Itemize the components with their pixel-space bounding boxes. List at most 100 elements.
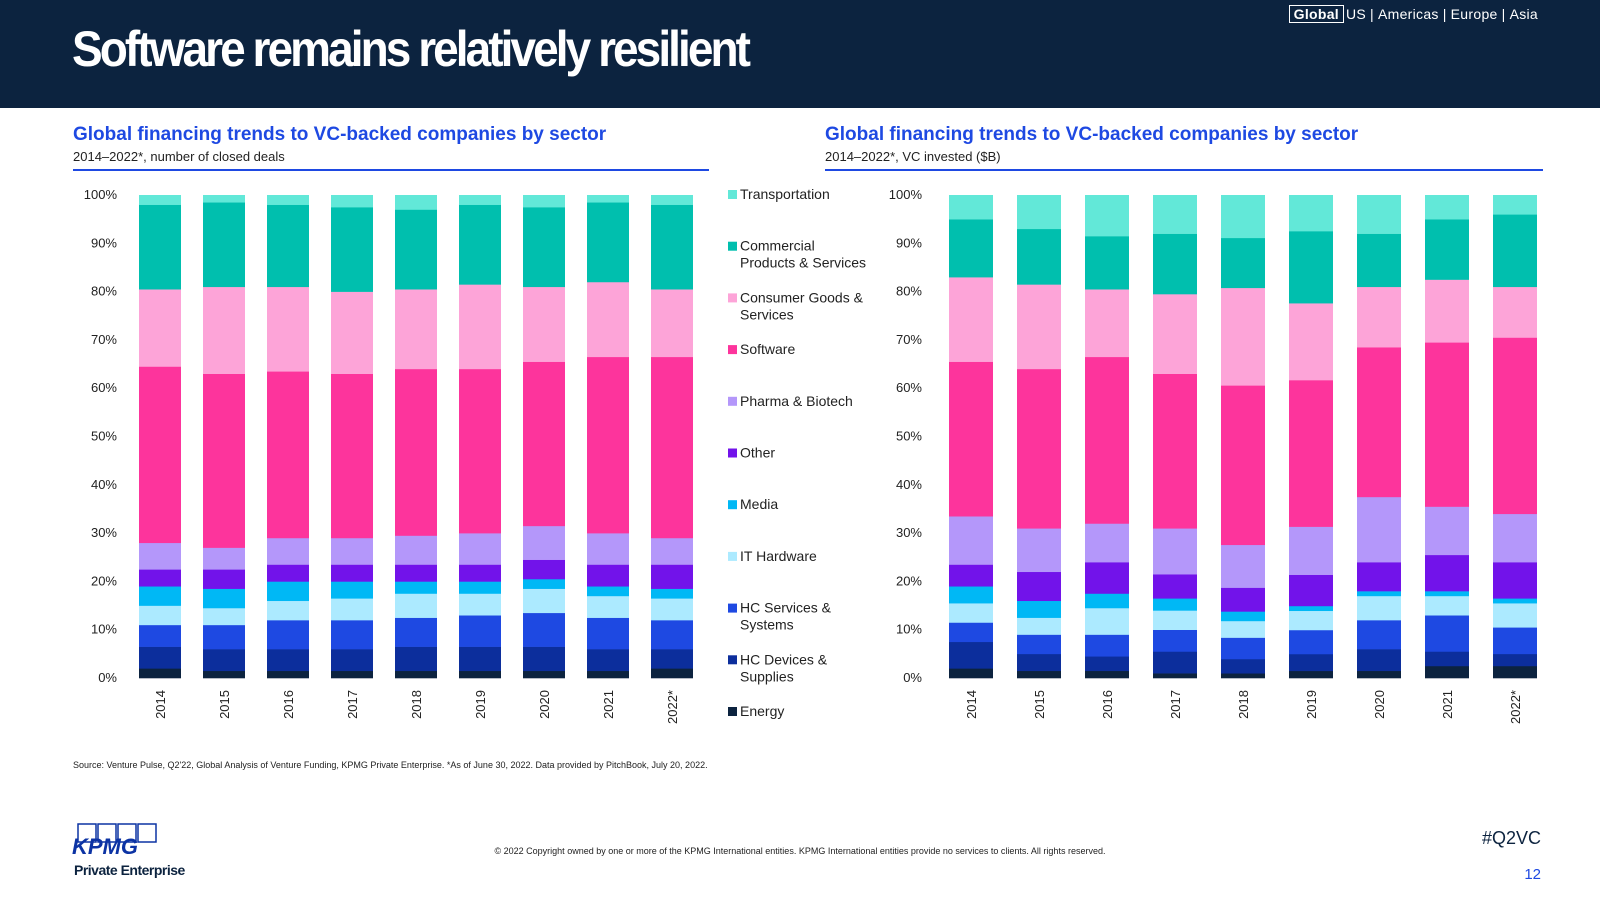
left-ytick-label: 10% xyxy=(91,622,117,637)
right-ytick-label: 10% xyxy=(896,622,922,637)
right-ytick-label: 50% xyxy=(896,429,922,444)
left-bar-segment xyxy=(203,569,245,589)
left-bar-segment xyxy=(651,204,693,290)
legend-swatch xyxy=(728,293,737,303)
right-ytick-label: 60% xyxy=(896,380,922,395)
right-bar-segment xyxy=(1153,528,1197,575)
left-bar-segment xyxy=(459,564,501,582)
kpmg-logo-icon: KPMG xyxy=(72,823,157,859)
right-ytick-label: 40% xyxy=(896,477,922,492)
left-bar-segment xyxy=(139,204,181,290)
right-xtick-label: 2022* xyxy=(1508,690,1523,724)
right-bar-segment xyxy=(1493,603,1537,628)
left-bar-segment xyxy=(651,537,693,565)
legend-label: Software xyxy=(740,341,795,357)
right-bar-segment xyxy=(1153,233,1197,295)
right-ytick-label: 30% xyxy=(896,525,922,540)
right-bar-segment xyxy=(949,641,993,669)
left-bar-segment xyxy=(523,612,565,647)
logo-wordmark: KPMG xyxy=(72,834,138,859)
right-bar-segment xyxy=(1357,620,1401,650)
left-chart-rule xyxy=(73,169,709,171)
region-tab-europe[interactable]: Europe xyxy=(1450,6,1498,22)
left-bar-segment xyxy=(203,588,245,609)
right-bar-segment xyxy=(1425,615,1469,652)
left-bar-segment xyxy=(459,284,501,370)
left-xtick-label: 2021 xyxy=(601,690,616,719)
legend-swatch xyxy=(728,448,737,458)
left-bar-segment xyxy=(395,617,437,647)
right-bar-segment xyxy=(1017,634,1061,655)
right-bar-segment xyxy=(1153,651,1197,674)
left-bar-segment xyxy=(587,195,629,203)
region-tab-asia[interactable]: Asia xyxy=(1509,6,1538,22)
left-ytick-label: 20% xyxy=(91,573,117,588)
header-bar: Software remains relatively resilient Gl… xyxy=(0,0,1600,108)
right-bar-segment xyxy=(1289,605,1333,612)
left-bar-segment xyxy=(331,620,373,650)
left-ytick-label: 40% xyxy=(91,477,117,492)
right-bar-segment xyxy=(1425,506,1469,556)
legend-label: Transportation xyxy=(740,186,830,202)
right-ytick-label: 100% xyxy=(889,187,923,202)
page-title: Software remains relatively resilient xyxy=(72,21,751,77)
left-bar-segment xyxy=(139,366,181,544)
right-bar-segment xyxy=(1017,284,1061,370)
right-bar-segment xyxy=(1289,195,1333,232)
right-bar-segment xyxy=(949,564,993,587)
right-bar-segment xyxy=(1153,294,1197,375)
left-xtick-label: 2019 xyxy=(473,690,488,719)
copyright-note: © 2022 Copyright owned by one or more of… xyxy=(494,846,1106,856)
left-bar-segment xyxy=(395,593,437,618)
left-bar-segment xyxy=(523,207,565,288)
region-tab-americas[interactable]: Americas xyxy=(1377,6,1439,22)
right-bar-segment xyxy=(949,361,993,517)
legend-swatch xyxy=(728,190,737,199)
legend-label: Services xyxy=(740,306,794,322)
left-bar-segment xyxy=(395,564,437,582)
left-bar-segment xyxy=(203,607,245,626)
right-bar-segment xyxy=(1493,627,1537,655)
left-bar-segment xyxy=(523,195,565,208)
right-bar-segment xyxy=(1425,595,1469,616)
right-bar-segment xyxy=(1017,617,1061,635)
right-bar-segment xyxy=(1289,574,1333,607)
region-tab-us[interactable]: US xyxy=(1345,6,1367,22)
right-bar-segment xyxy=(1357,649,1401,672)
left-bar-segment xyxy=(331,537,373,565)
left-bar-segment xyxy=(331,207,373,292)
left-xtick-label: 2014 xyxy=(153,690,168,719)
left-bar-segment xyxy=(331,670,373,679)
left-bar-segment xyxy=(203,670,245,679)
right-bar-segment xyxy=(1221,673,1265,679)
right-bar-segment xyxy=(1085,562,1129,594)
left-bar-segment xyxy=(523,578,565,589)
right-bar-segment xyxy=(1221,620,1265,638)
left-bar-segment xyxy=(267,371,309,539)
right-bar-segment xyxy=(1493,598,1537,604)
right-bar-segment xyxy=(1493,214,1537,288)
right-bar-segment xyxy=(1357,347,1401,498)
right-bar-segment xyxy=(1085,656,1129,672)
left-xtick-label: 2020 xyxy=(537,690,552,719)
right-ytick-label: 80% xyxy=(896,284,922,299)
legend-label: Media xyxy=(740,496,778,512)
left-xtick-label: 2015 xyxy=(217,690,232,719)
right-xtick-label: 2014 xyxy=(964,690,979,719)
region-tab-global[interactable]: Global xyxy=(1288,5,1344,23)
left-bar-segment xyxy=(459,581,501,594)
right-bar-segment xyxy=(1221,195,1265,239)
right-xtick-label: 2017 xyxy=(1168,690,1183,719)
right-bar-segment xyxy=(1085,607,1129,635)
left-bar-segment xyxy=(139,668,181,679)
right-bar-segment xyxy=(1085,289,1129,358)
right-bar-segment xyxy=(1017,571,1061,602)
left-bar-segment xyxy=(267,286,309,372)
right-bar-segment xyxy=(1357,286,1401,348)
right-bar-segment xyxy=(1425,651,1469,667)
left-bar-segment xyxy=(651,195,693,205)
left-bar-segment xyxy=(331,581,373,599)
left-bar-segment xyxy=(139,624,181,647)
right-bar-segment xyxy=(949,195,993,220)
left-bar-segment xyxy=(523,670,565,679)
